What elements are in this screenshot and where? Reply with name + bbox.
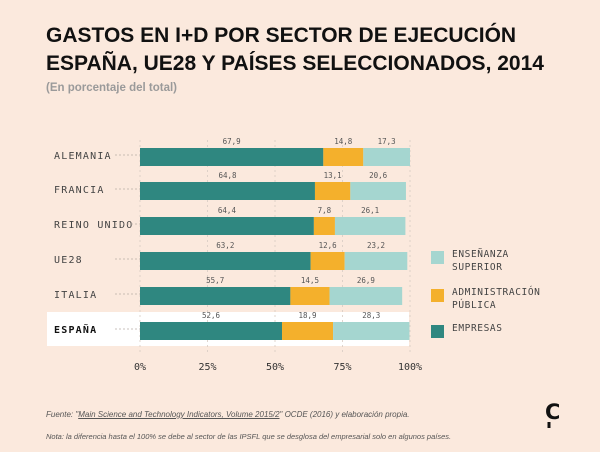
bar-value-label: 26,9 xyxy=(357,276,375,285)
bar-value-label: 17,3 xyxy=(378,137,396,146)
bar-value-label: 55,7 xyxy=(206,276,224,285)
bar-segment-empresas xyxy=(140,287,291,305)
bar-segment-ensenanza xyxy=(363,148,410,166)
x-tick-label: 50% xyxy=(266,362,284,373)
bar-segment-administracion xyxy=(323,148,364,166)
bar-value-label: 52,6 xyxy=(202,311,221,320)
legend-swatch xyxy=(431,289,444,302)
bar-value-label: 13,1 xyxy=(324,171,342,180)
bar-segment-administracion xyxy=(314,182,351,200)
brand-logo-letter: C xyxy=(545,400,559,424)
bar-value-label: 63,2 xyxy=(216,241,234,250)
bar-segment-administracion xyxy=(310,252,345,270)
category-label: ITALIA xyxy=(54,290,97,301)
bar-value-label: 12,6 xyxy=(319,241,338,250)
bar-segment-ensenanza xyxy=(350,182,406,200)
source-prefix: Fuente: " xyxy=(46,410,79,419)
bar-segment-ensenanza xyxy=(344,252,408,270)
bar-value-label: 7,8 xyxy=(318,206,332,215)
bar-value-label: 26,1 xyxy=(361,206,379,215)
bar-segment-ensenanza xyxy=(333,322,410,340)
legend-label: PÚBLICA xyxy=(452,299,496,311)
source-title: Main Science and Technology Indicators, … xyxy=(78,410,280,419)
bar-value-label: 28,3 xyxy=(362,311,380,320)
bar-value-label: 23,2 xyxy=(367,241,385,250)
legend-label: EMPRESAS xyxy=(452,323,503,334)
x-tick-label: 100% xyxy=(398,362,422,373)
bar-segment-empresas xyxy=(140,217,314,235)
category-label: ALEMANIA xyxy=(54,151,112,162)
x-tick-label: 25% xyxy=(198,362,216,373)
chart-title: GASTOS EN I+D POR SECTOR DE EJECUCIÓN ES… xyxy=(46,22,586,78)
bar-segment-empresas xyxy=(140,322,283,340)
category-label: REINO UNIDO xyxy=(54,220,133,231)
chart-title-line-1: GASTOS EN I+D POR SECTOR DE EJECUCIÓN xyxy=(46,24,517,47)
legend-swatch xyxy=(431,251,444,264)
source-note: Fuente: "Main Science and Technology Ind… xyxy=(46,410,526,419)
brand-logo: C xyxy=(545,400,559,428)
bar-value-label: 67,9 xyxy=(223,137,241,146)
bar-value-label: 14,5 xyxy=(301,276,319,285)
footnote: Nota: la diferencia hasta el 100% se deb… xyxy=(46,432,452,441)
legend-swatch xyxy=(431,325,444,338)
bar-segment-administracion xyxy=(313,217,335,235)
bar-value-label: 14,8 xyxy=(334,137,353,146)
category-label: UE28 xyxy=(54,255,83,266)
category-label: FRANCIA xyxy=(54,185,105,196)
legend-label: ENSEÑANZA xyxy=(452,249,509,260)
bar-value-label: 20,6 xyxy=(369,171,388,180)
chart-title-line-2: ESPAÑA, UE28 Y PAÍSES SELECCIONADOS, 201… xyxy=(46,52,544,75)
bar-segment-ensenanza xyxy=(329,287,403,305)
bar-segment-administracion xyxy=(290,287,330,305)
bar-value-label: 64,8 xyxy=(218,171,237,180)
legend-label: SUPERIOR xyxy=(452,262,503,273)
chart-subtitle: (En porcentaje del total) xyxy=(46,82,177,94)
x-tick-label: 75% xyxy=(333,362,351,373)
legend-label: ADMINISTRACIÓN xyxy=(452,286,540,298)
source-suffix: " OCDE (2016) y elaboración propia. xyxy=(279,410,410,419)
bar-value-label: 18,9 xyxy=(299,311,317,320)
bar-segment-ensenanza xyxy=(334,217,406,235)
bar-segment-empresas xyxy=(140,182,315,200)
x-tick-label: 0% xyxy=(134,362,146,373)
bar-segment-administracion xyxy=(282,322,334,340)
bar-segment-empresas xyxy=(140,252,311,270)
category-label: ESPAÑA xyxy=(54,323,97,336)
bar-value-label: 64,4 xyxy=(218,206,237,215)
brand-logo-stem xyxy=(547,422,551,428)
bar-segment-empresas xyxy=(140,148,324,166)
